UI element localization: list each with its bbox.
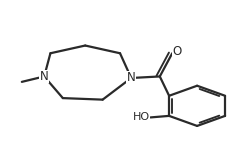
- Text: O: O: [172, 45, 181, 58]
- Text: HO: HO: [132, 112, 150, 122]
- Text: N: N: [127, 71, 136, 85]
- Text: N: N: [40, 70, 48, 83]
